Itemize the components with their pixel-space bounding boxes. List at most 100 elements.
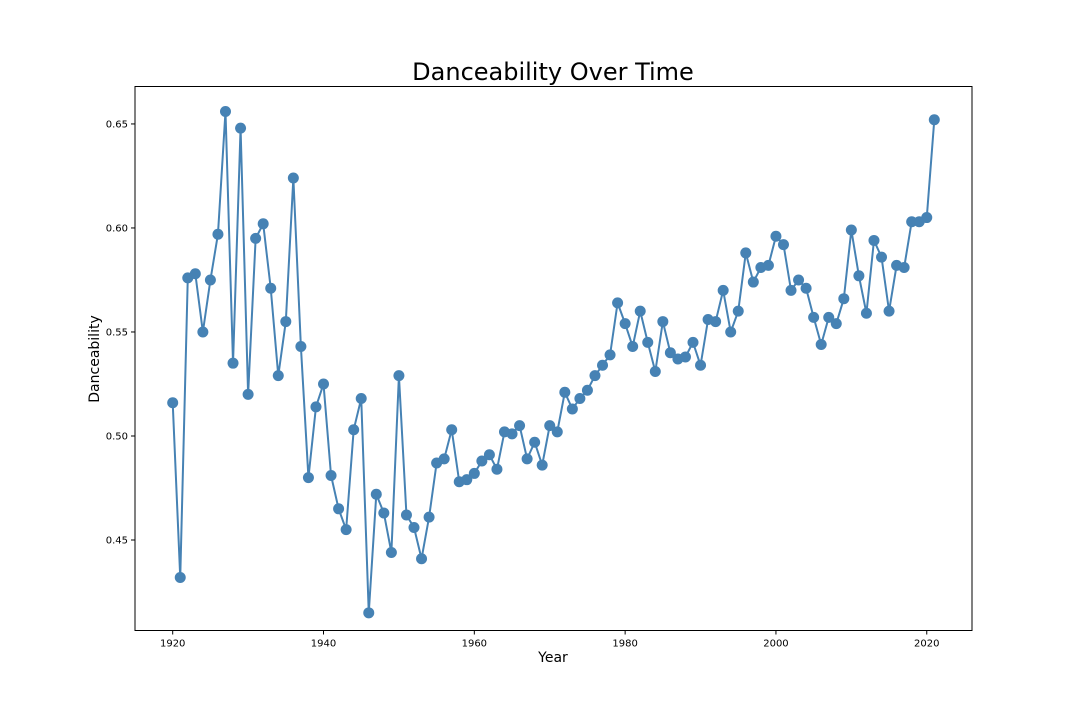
- data-point: [800, 282, 812, 294]
- data-point: [860, 307, 872, 319]
- data-point: [566, 403, 578, 415]
- data-point: [272, 370, 284, 382]
- data-point: [242, 388, 254, 400]
- data-point: [355, 393, 367, 405]
- data-point: [747, 276, 759, 288]
- data-point: [265, 282, 277, 294]
- data-point: [710, 316, 722, 328]
- data-point: [235, 122, 247, 134]
- x-tick-label: 1940: [311, 639, 336, 650]
- data-point: [483, 449, 495, 461]
- data-point: [770, 230, 782, 242]
- data-point: [876, 251, 888, 263]
- data-point: [318, 378, 330, 390]
- y-tick-label: 0.50: [106, 431, 128, 442]
- data-point: [679, 351, 691, 363]
- data-point: [250, 232, 262, 244]
- data-point: [657, 316, 669, 328]
- data-point: [883, 305, 895, 317]
- data-point: [762, 259, 774, 271]
- data-point: [174, 571, 186, 583]
- data-point: [823, 311, 835, 323]
- y-axis-label: Danceability: [87, 315, 103, 402]
- data-point: [627, 341, 639, 353]
- data-point: [333, 503, 345, 515]
- data-point: [204, 274, 216, 286]
- data-point: [363, 607, 375, 619]
- data-point: [725, 326, 737, 338]
- data-point: [906, 216, 918, 228]
- data-point: [619, 318, 631, 330]
- plot-area-frame: [134, 86, 973, 631]
- data-point: [227, 357, 239, 369]
- chart-title: Danceability Over Time: [412, 58, 694, 86]
- data-point: [468, 467, 480, 479]
- data-point: [529, 436, 541, 448]
- data-point: [695, 359, 707, 371]
- data-point: [257, 218, 269, 230]
- y-tick-label: 0.45: [106, 536, 128, 547]
- x-tick-label: 1920: [160, 639, 185, 650]
- data-point: [574, 393, 586, 405]
- data-point: [476, 455, 488, 467]
- data-point: [325, 470, 337, 482]
- data-point: [868, 234, 880, 246]
- y-tick-label: 0.60: [106, 223, 128, 234]
- series-line: [171, 110, 936, 614]
- data-point: [597, 359, 609, 371]
- danceability-series: [167, 105, 940, 619]
- data-point: [280, 316, 292, 328]
- data-point: [521, 453, 533, 465]
- data-point: [536, 459, 548, 471]
- data-point: [612, 297, 624, 309]
- data-point: [416, 553, 428, 565]
- data-point: [506, 428, 518, 440]
- data-point: [793, 274, 805, 286]
- data-point: [649, 366, 661, 378]
- data-point: [212, 228, 224, 240]
- data-point: [740, 247, 752, 259]
- data-point: [219, 105, 231, 117]
- data-point: [370, 488, 382, 500]
- data-point: [551, 426, 563, 438]
- x-tick-label: 1980: [612, 639, 637, 650]
- data-point: [898, 261, 910, 273]
- data-point: [287, 172, 299, 184]
- data-point: [634, 305, 646, 317]
- data-point: [385, 546, 397, 558]
- y-axis-ticks: 0.45 0.50 0.55 0.60 0.65: [106, 119, 135, 547]
- data-point: [189, 268, 201, 280]
- data-point: [167, 397, 179, 409]
- data-point: [830, 318, 842, 330]
- data-point: [378, 507, 390, 519]
- data-point: [514, 420, 526, 432]
- y-tick-label: 0.65: [106, 119, 128, 130]
- data-point: [732, 305, 744, 317]
- data-point: [408, 522, 420, 534]
- x-axis-ticks: 1920 1940 1960 1980 2000 2020: [160, 630, 939, 650]
- y-tick-label: 0.55: [106, 327, 128, 338]
- data-point: [544, 420, 556, 432]
- data-point: [197, 326, 209, 338]
- data-point: [461, 474, 473, 486]
- data-point: [928, 114, 940, 126]
- data-point: [777, 239, 789, 251]
- data-point: [785, 284, 797, 296]
- data-point: [853, 270, 865, 282]
- x-tick-label: 1960: [462, 639, 487, 650]
- x-tick-label: 2020: [914, 639, 939, 650]
- data-point: [310, 401, 322, 413]
- data-point: [664, 347, 676, 359]
- data-point: [808, 311, 820, 323]
- data-point: [687, 336, 699, 348]
- data-point: [393, 370, 405, 382]
- data-point: [438, 453, 450, 465]
- data-point: [589, 370, 601, 382]
- data-point: [423, 511, 435, 523]
- data-point: [581, 384, 593, 396]
- data-point: [921, 212, 933, 224]
- data-point: [559, 386, 571, 398]
- data-point: [491, 463, 503, 475]
- data-point: [295, 341, 307, 353]
